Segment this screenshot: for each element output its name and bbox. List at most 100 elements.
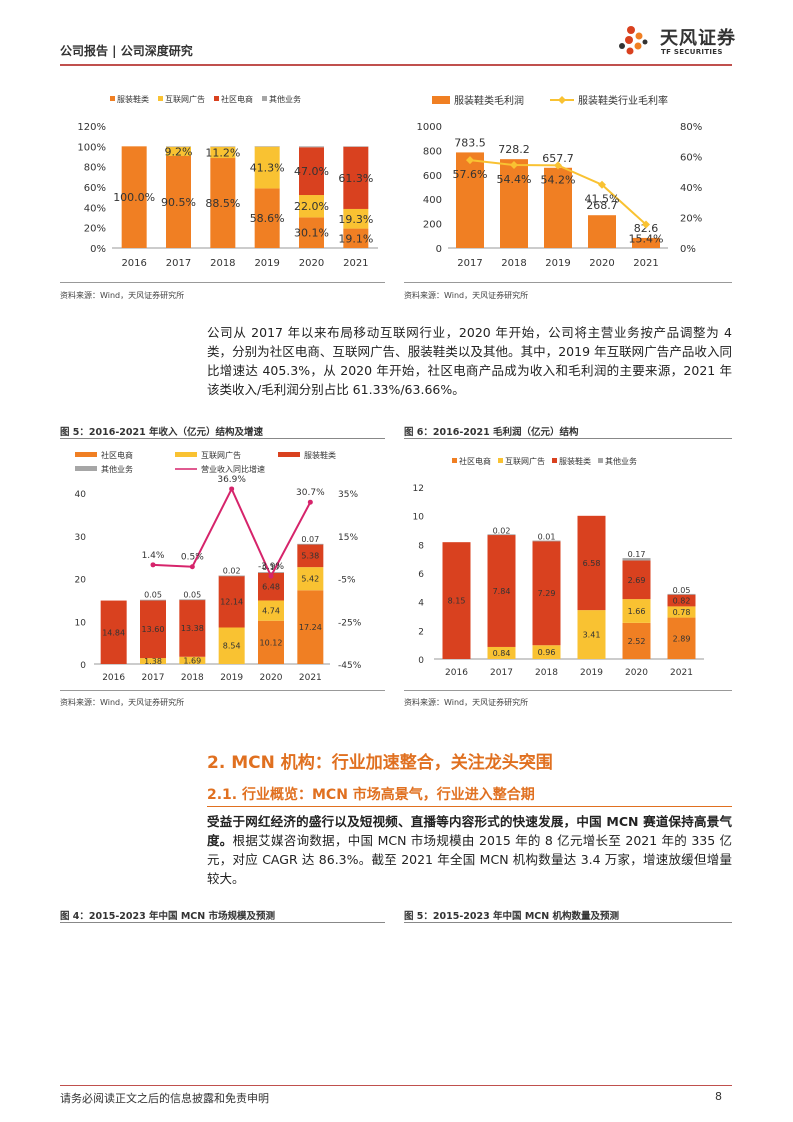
bar-label: 14.84 [102, 628, 125, 637]
bar-label: 100.0% [113, 191, 155, 204]
legend-swatch [278, 452, 300, 457]
bar-label: 6.58 [583, 559, 601, 568]
line-label: 41.5% [585, 193, 620, 206]
bar-segment [299, 195, 324, 218]
logo-text: 天风证券 [660, 28, 736, 49]
bar-label: 6.48 [262, 583, 280, 592]
chart4-source: 资料来源：Wind，天风证券研究所 [404, 698, 529, 707]
bar-label: 2.69 [628, 576, 646, 585]
bar-segment [622, 558, 651, 561]
x-tick-label: 2021 [343, 258, 368, 269]
bar-segment [140, 599, 166, 601]
growth-point [229, 486, 235, 492]
y-left-tick-label: 30 [75, 533, 87, 543]
y-right-tick-label: -45% [338, 661, 362, 671]
figure4-title: 图 4：2015-2023 年中国 MCN 市场规模及预测 [60, 911, 276, 922]
bar-label: 1.66 [628, 607, 646, 616]
legend-label: 其他业务 [269, 94, 301, 104]
legend-marker [558, 96, 566, 104]
line-label: 54.2% [541, 173, 576, 186]
bar-segment [299, 146, 324, 148]
bar-label: 728.2 [498, 143, 530, 156]
bar-label: 11.2% [205, 146, 240, 159]
bar-segment [487, 646, 516, 659]
growth-label: 36.9% [217, 475, 246, 485]
figure5-title-rule [60, 438, 385, 439]
legend-swatch [110, 96, 115, 101]
bar-segment [254, 146, 280, 147]
x-tick-label: 2019 [545, 258, 570, 269]
line-label: 57.6% [453, 168, 488, 181]
bar-segment [297, 543, 324, 545]
bar-segment [218, 575, 245, 577]
x-tick-label: 2017 [166, 258, 191, 269]
x-tick-label: 2019 [254, 258, 279, 269]
y-tick-label: 20% [84, 224, 106, 235]
legend-label: 互联网广告 [165, 94, 205, 104]
legend-swatch [262, 96, 267, 101]
y-right-tick-label: 80% [680, 122, 702, 133]
legend-swatch [75, 452, 97, 457]
x-tick-label: 2016 [102, 673, 125, 683]
legend-swatch [598, 458, 603, 463]
section-rule [207, 806, 732, 807]
y-tick-label: 12 [413, 484, 424, 494]
para2-body: 根据艾媒咨询数据，中国 MCN 市场规模由 2015 年的 8 亿元增长至 20… [207, 833, 732, 886]
bar-label: 0.82 [673, 597, 691, 606]
figure6-title-rule [404, 438, 732, 439]
x-tick-label: 2017 [457, 258, 482, 269]
bar [588, 215, 616, 248]
legend-swatch [75, 466, 97, 471]
growth-point [150, 562, 156, 568]
y-tick-label: 10 [413, 513, 425, 523]
legend-label: 营业收入同比增速 [201, 464, 265, 474]
y-left-tick-label: 800 [423, 146, 442, 157]
y-tick-label: 80% [84, 163, 106, 174]
bar-label: 10.12 [260, 638, 283, 647]
line-point [466, 156, 474, 165]
y-tick-label: 2 [418, 627, 424, 637]
bar-segment [254, 188, 280, 248]
bar-label: 0.07 [301, 535, 319, 544]
bar-label: 8.15 [448, 597, 466, 606]
x-tick-label: 2018 [535, 668, 558, 678]
bar-label: 1.69 [183, 656, 201, 665]
bar-segment [100, 600, 127, 664]
bar-segment [218, 627, 245, 664]
bar-segment [254, 146, 280, 189]
line-point [598, 180, 606, 189]
x-tick-label: 2019 [220, 673, 243, 683]
y-left-tick-label: 40 [75, 490, 87, 500]
chart2-source: 资料来源：Wind，天风证券研究所 [404, 291, 529, 300]
y-tick-label: 0% [90, 244, 106, 255]
bar-label: 0.02 [493, 526, 511, 535]
logo-icon [619, 26, 648, 55]
legend-swatch [214, 96, 219, 101]
line-point [554, 161, 562, 170]
bar-segment [218, 575, 245, 628]
bar-label: 2.89 [673, 634, 691, 643]
bar-segment [532, 540, 561, 542]
legend-label: 服装鞋类 [304, 450, 336, 460]
x-tick-label: 2018 [210, 258, 235, 269]
bar-label: 5.42 [301, 575, 319, 584]
footer-disclaimer: 请务必阅读正文之后的信息披露和免责申明 [60, 1092, 269, 1105]
bar-label: 9.2% [165, 145, 193, 158]
bar-label: 90.5% [161, 196, 196, 209]
figure5b-title-rule [404, 922, 732, 923]
bar-label: 0.05 [144, 591, 162, 600]
bar-label: 657.7 [542, 152, 574, 165]
y-left-tick-label: 0 [80, 661, 86, 671]
bar-segment [532, 645, 561, 659]
y-right-tick-label: 40% [680, 183, 702, 194]
y-left-tick-label: 0 [436, 244, 442, 255]
y-left-tick-label: 20 [75, 576, 87, 586]
bar-segment [166, 146, 191, 147]
legend-swatch [158, 96, 163, 101]
bar-label: 41.3% [250, 161, 285, 174]
bar-label: 0.01 [538, 533, 556, 542]
body-paragraph-2: 受益于网红经济的盛行以及短视频、直播等内容形式的快速发展，中国 MCN 赛道保持… [207, 812, 732, 888]
x-tick-label: 2021 [299, 673, 322, 683]
bar-label: 1.38 [144, 657, 162, 666]
